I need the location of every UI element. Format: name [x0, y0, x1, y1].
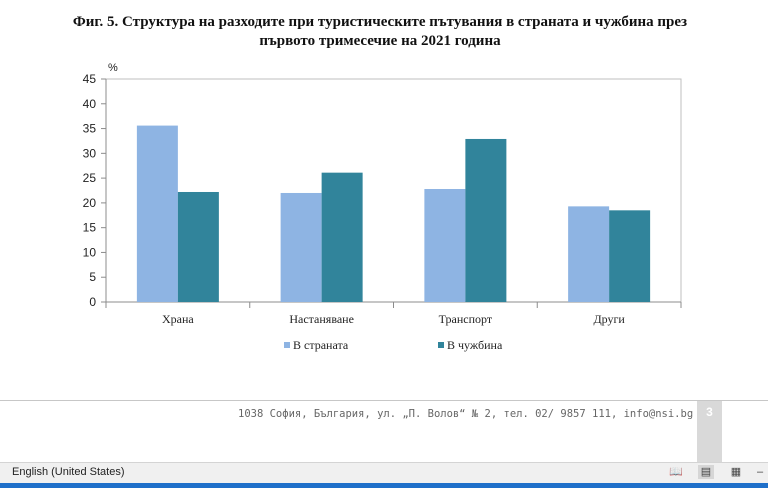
y-tick-label: 45	[83, 72, 97, 86]
y-tick-label: 40	[83, 97, 97, 111]
language-status[interactable]: English (United States)	[12, 466, 125, 478]
legend-label: В страната	[293, 338, 349, 352]
footer-divider	[0, 400, 768, 401]
y-tick-label: 0	[89, 295, 96, 309]
y-tick-label: 15	[83, 221, 97, 235]
footer-address: 1038 София, България, ул. „П. Волов“ № 2…	[238, 408, 694, 420]
status-bar: English (United States) 📖 ▤ ▦ –	[0, 462, 768, 483]
y-tick-label: 5	[89, 270, 96, 284]
x-tick-label: Други	[593, 312, 625, 326]
y-axis: 0 5 10 15 20 25 30 35 40 45	[83, 72, 107, 309]
y-axis-label: %	[108, 62, 118, 74]
x-tick-label: Настаняване	[289, 312, 354, 326]
web-layout-icon[interactable]: ▦	[730, 466, 742, 478]
legend: В страната В чужбина	[284, 338, 503, 352]
x-axis: Храна Настаняване Транспорт Други	[105, 301, 682, 326]
legend-swatch	[438, 342, 444, 348]
bar-abroad	[321, 172, 363, 302]
bar-domestic	[424, 189, 466, 302]
bar-abroad	[609, 210, 651, 302]
y-tick-label: 30	[83, 146, 97, 160]
bar-abroad	[177, 191, 219, 302]
bar-domestic	[568, 206, 610, 302]
bar-domestic	[136, 125, 178, 303]
page-number: 3	[706, 405, 713, 419]
bars	[136, 125, 651, 303]
x-tick-label: Храна	[162, 312, 194, 326]
bar-domestic	[280, 192, 322, 302]
y-tick-label: 20	[83, 196, 97, 210]
chart-title: Фиг. 5. Структура на разходите при турис…	[72, 14, 688, 49]
y-tick-label: 10	[83, 245, 97, 259]
legend-swatch	[284, 342, 290, 348]
y-tick-label: 35	[83, 122, 97, 136]
bar-abroad	[465, 138, 507, 302]
chart-area: 0 5 10 15 20 25 30 35 40 45 Храна Настаняване Транс…	[83, 62, 682, 352]
y-tick-label: 25	[83, 171, 97, 185]
zoom-out-icon[interactable]: –	[756, 466, 764, 478]
print-layout-icon[interactable]: ▤	[698, 465, 714, 479]
page-number-box: 3	[697, 401, 722, 463]
legend-label: В чужбина	[447, 338, 503, 352]
taskbar-strip	[0, 483, 768, 488]
document-page: Фиг. 5. Структура на разходите при турис…	[0, 14, 768, 463]
x-tick-label: Транспорт	[439, 312, 493, 326]
read-mode-icon[interactable]: 📖	[669, 466, 683, 478]
